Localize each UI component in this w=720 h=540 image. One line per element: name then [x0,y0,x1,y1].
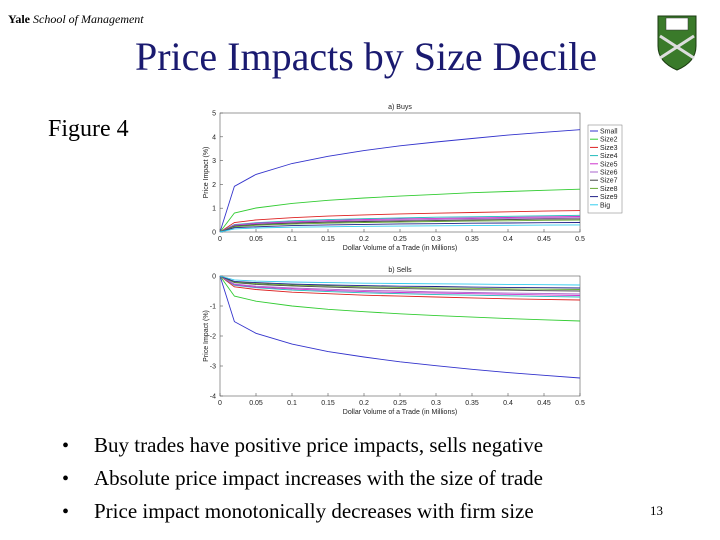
page-number: 13 [650,503,663,518]
chart: b) Sells Dollar Volume of a Trade (in Mil… [203,267,585,416]
x-tick-label: 0.45 [537,400,551,407]
x-axis-label: Dollar Volume of a Trade (in Millions) [343,409,457,416]
legend-label: Size2 [600,137,618,144]
series-line [219,214,581,233]
y-tick-label: -2 [210,334,216,341]
x-tick-label: 0.1 [287,236,297,243]
legend-label: Size9 [600,194,618,201]
series-line [219,224,581,233]
x-tick-label: 0.25 [393,236,407,243]
bullet-text: Buy trades have positive price impacts, … [94,433,543,457]
y-tick-label: 4 [212,134,216,141]
bullet-dot: • [62,435,69,457]
legend-label: Size5 [600,161,618,168]
x-tick-label: 0.5 [575,236,585,243]
x-tick-label: 0 [218,400,222,407]
y-tick-label: -3 [210,364,216,371]
x-tick-label: 0.25 [393,400,407,407]
x-tick-label: 0.35 [465,400,479,407]
x-tick-label: 0.3 [431,236,441,243]
y-tick-label: 2 [212,182,216,189]
legend-label: Size6 [600,170,618,177]
shield [657,15,697,71]
legend-label: Size8 [600,186,618,193]
series-line [219,275,581,301]
series-line [219,222,581,233]
x-axis-label: Dollar Volume of a Trade (in Millions) [343,245,457,252]
x-tick-label: 0.1 [287,400,297,407]
x-tick-label: 0.4 [503,400,513,407]
x-tick-label: 0.2 [359,400,369,407]
y-tick-label: 3 [212,158,216,165]
series-line [219,275,581,289]
series-line [219,275,581,290]
header: Yale School of Management [8,12,144,26]
series-line [219,210,581,233]
legend-label: Big [600,202,610,209]
series-line [219,275,581,379]
y-tick-label: -1 [210,304,216,311]
series-line [219,219,581,233]
x-tick-label: 0.15 [321,400,335,407]
series-line [219,275,581,292]
x-tick-label: 0.2 [359,236,369,243]
x-tick-label: 0.4 [503,236,513,243]
series-line [219,275,581,286]
series-line [219,129,581,233]
figure-label: Figure 4 [48,116,129,142]
bullet-dot: • [62,501,69,523]
bullet-text: Price impact monotonically decreases wit… [94,499,534,523]
y-tick-label: -4 [210,394,216,401]
chart: a) Buys Dollar Volume of a Trade (in Mill… [203,104,623,252]
legend-label: Size4 [600,153,618,160]
series-line [219,275,581,322]
x-tick-label: 0.05 [249,400,263,407]
charts: a) Buys Dollar Volume of a Trade (in Mill… [203,104,623,416]
x-tick-label: 0 [218,236,222,243]
x-tick-label: 0.5 [575,400,585,407]
x-tick-label: 0.05 [249,236,263,243]
y-tick-label: 0 [212,274,216,281]
y-tick-label: 5 [212,111,216,118]
legend-label: Size7 [600,178,618,185]
x-tick-label: 0.35 [465,236,479,243]
x-tick-label: 0.3 [431,400,441,407]
series-line [219,216,581,233]
chart-title: b) Sells [388,267,412,274]
y-tick-label: 0 [212,230,216,237]
y-tick-label: 1 [212,206,216,213]
x-tick-label: 0.15 [321,236,335,243]
brand: Yale [8,12,31,26]
series-line [219,188,581,233]
y-axis-label: Price Impact (%) [203,310,210,362]
bullet-list: • Buy trades have positive price impacts,… [62,433,543,523]
series-line [219,275,581,298]
bullet-dot: • [62,468,69,490]
series-line [219,217,581,233]
x-tick-label: 0.45 [537,236,551,243]
school: School of Management [33,12,144,26]
bullet-text: Absolute price impact increases with the… [94,466,543,490]
series-line [219,275,581,296]
series-line [219,218,581,233]
chart-title: a) Buys [388,104,412,111]
slide-title: Price Impacts by Size Decile [135,34,597,79]
legend-label: Size3 [600,145,618,152]
series-line [219,275,581,295]
y-axis-label: Price Impact (%) [203,147,210,199]
legend-label: Small [600,129,618,136]
